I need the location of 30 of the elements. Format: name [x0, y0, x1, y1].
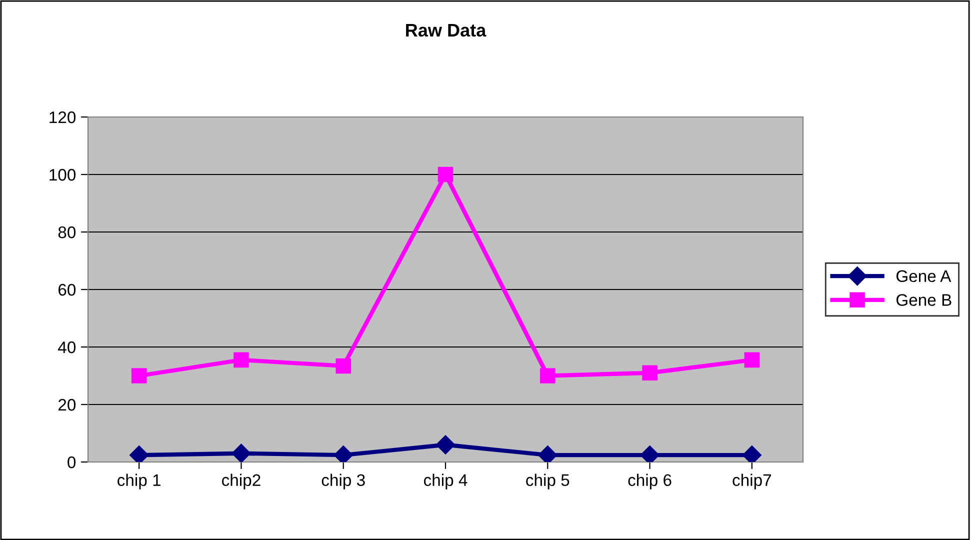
- x-tick-label: chip 4: [424, 474, 468, 490]
- x-tick-label: chip 6: [628, 474, 672, 490]
- point: [131, 368, 147, 384]
- point: [436, 435, 456, 454]
- point: [232, 444, 251, 462]
- point: [642, 365, 658, 381]
- y-tick-label: 120: [50, 111, 76, 124]
- chart-title: Raw Data: [406, 24, 486, 37]
- legend-label: Gene B: [896, 294, 952, 306]
- point: [742, 446, 762, 462]
- y-tick-label: 20: [58, 398, 76, 411]
- point: [234, 352, 249, 368]
- point: [336, 358, 351, 374]
- point: [130, 446, 149, 462]
- y-tick-label: 60: [58, 284, 76, 296]
- x-tick-label: chip 1: [118, 474, 160, 490]
- point: [540, 368, 556, 384]
- x-tick-label: chip 3: [322, 474, 365, 490]
- point: [334, 446, 353, 462]
- point: [744, 352, 760, 368]
- point: [538, 446, 558, 462]
- legend-label: Gene A: [896, 270, 952, 282]
- y-tick-label: 40: [58, 341, 76, 354]
- y-tick-label: 0: [68, 456, 76, 468]
- x-tick-label: chip2: [222, 474, 260, 490]
- point: [640, 446, 660, 462]
- y-tick-label: 80: [58, 226, 76, 238]
- x-tick-label: chip 5: [526, 474, 570, 490]
- x-tick-label: chip7: [732, 474, 772, 490]
- y-tick-label: 100: [50, 168, 76, 181]
